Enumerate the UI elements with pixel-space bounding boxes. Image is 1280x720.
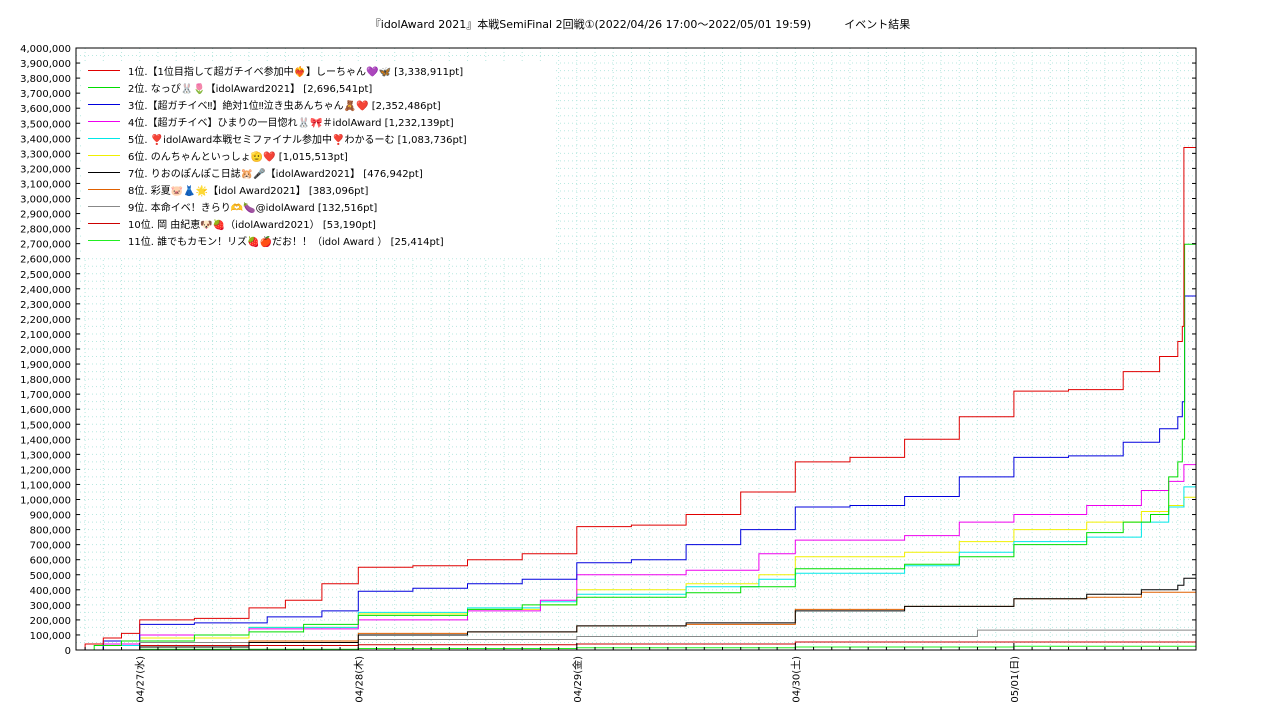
y-tick-label: 2,300,000 (20, 300, 71, 311)
y-tick-label: 2,600,000 (20, 255, 71, 266)
y-tick-label: 2,900,000 (20, 210, 71, 221)
y-tick-label: 2,700,000 (20, 240, 71, 251)
legend-swatch (88, 189, 120, 190)
y-tick-label: 1,000,000 (20, 496, 71, 507)
x-tick-label: 04/27(水) (135, 656, 147, 703)
y-tick-label: 900,000 (30, 511, 71, 522)
legend-label: 11位. 誰でもカモン！リズ🍓🍎だお！！（idol Award ） [25,41… (128, 237, 444, 248)
legend-item: 5位. ❣️idolAward本戦セミファイナル参加中❣️わかるーむ [1,08… (84, 130, 554, 147)
series-line (76, 464, 1196, 651)
legend-swatch (88, 240, 120, 241)
y-tick-label: 1,300,000 (20, 450, 71, 461)
x-axis: 04/27(水) 04/28(木) 04/29(金) 04/30(土) 05/01(日) (84, 643, 1179, 703)
legend-label: 6位. のんちゃんといっしょ🫡❤️ [1,015,513pt] (128, 152, 348, 163)
legend-item: 9位. 本命イベ！きらり🫶🍆@idolAward [132,516pt] (84, 198, 554, 215)
legend-label: 1位.【1位目指して超ガチイベ参加中❤️‍🔥】しーちゃん💜🦋 [3,338,91… (128, 67, 464, 78)
legend-label: 7位. りおのぽんぽこ日誌🐹🎤【idolAward2021】 [476,942p… (128, 169, 423, 180)
y-tick-label: 2,000,000 (20, 345, 71, 356)
y-tick-label: 2,800,000 (20, 225, 71, 236)
series-line (76, 147, 1196, 651)
y-axis: 0 100,000 200,000 300,000 400,000 500,000 600,… (20, 44, 1196, 657)
legend-swatch (88, 70, 120, 71)
y-tick-label: 1,100,000 (20, 480, 71, 491)
y-tick-label: 3,300,000 (20, 149, 71, 160)
y-tick-label: 3,400,000 (20, 134, 71, 145)
x-tick-label: 04/30(土) (789, 656, 802, 703)
y-tick-label: 400,000 (30, 586, 71, 597)
y-tick-label: 1,900,000 (20, 360, 71, 371)
grid (76, 48, 1196, 650)
y-tick-label: 200,000 (30, 616, 71, 627)
y-tick-label: 3,600,000 (20, 104, 71, 115)
series-line (76, 295, 1196, 651)
series-line (76, 243, 1196, 651)
legend-item: 3位.【超ガチイベ‼︎】絶対1位‼︎泣き虫あんちゃん🧸❤️ [2,352,486… (84, 96, 554, 113)
legend-swatch (88, 87, 120, 88)
legend-swatch (88, 155, 120, 156)
y-tick-label: 3,500,000 (20, 119, 71, 130)
chart-title: 『idolAward 2021』本戦SemiFinal 2回戦①(2022/04… (369, 18, 911, 31)
y-tick-label: 800,000 (30, 526, 71, 537)
x-tick-label: 05/01(日) (1010, 656, 1021, 703)
y-tick-label: 0 (65, 646, 71, 657)
y-tick-label: 2,400,000 (20, 285, 71, 296)
y-tick-label: 1,200,000 (20, 465, 71, 476)
legend-item: 2位. なっぴ🐰🌷【idolAward2021】 [2,696,541pt] (84, 79, 554, 96)
y-tick-label: 1,800,000 (20, 375, 71, 386)
y-tick-label: 3,100,000 (20, 179, 71, 190)
legend-label: 5位. ❣️idolAward本戦セミファイナル参加中❣️わかるーむ [1,08… (128, 135, 467, 146)
legend-item: 8位. 彩夏🐷👗🌟【idol Award2021】 [383,096pt] (84, 181, 554, 198)
y-tick-label: 3,000,000 (20, 195, 71, 206)
y-tick-label: 700,000 (30, 541, 71, 552)
legend-swatch (88, 104, 120, 105)
y-tick-label: 600,000 (30, 556, 71, 567)
y-tick-label: 1,600,000 (20, 405, 71, 416)
legend-swatch (88, 121, 120, 122)
y-tick-label: 1,700,000 (20, 390, 71, 401)
legend-label: 8位. 彩夏🐷👗🌟【idol Award2021】 [383,096pt] (128, 186, 369, 197)
y-tick-label: 2,500,000 (20, 270, 71, 281)
x-tick-label: 04/28(木) (353, 656, 365, 703)
legend-item: 7位. りおのぽんぽこ日誌🐹🎤【idolAward2021】 [476,942p… (84, 164, 554, 181)
series-line (76, 577, 1196, 651)
y-tick-label: 3,700,000 (20, 89, 71, 100)
y-tick-label: 3,900,000 (20, 59, 71, 70)
y-tick-label: 3,200,000 (20, 164, 71, 175)
y-tick-label: 100,000 (30, 631, 71, 642)
y-tick-label: 1,400,000 (20, 435, 71, 446)
legend-item: 1位.【1位目指して超ガチイベ参加中❤️‍🔥】しーちゃん💜🦋 [3,338,91… (84, 62, 554, 79)
y-tick-label: 3,800,000 (20, 74, 71, 85)
legend-item: 4位.【超ガチイベ】ひまりの一目惚れ🐰🎀＃idolAward [1,232,13… (84, 113, 554, 130)
legend-label: 3位.【超ガチイベ‼︎】絶対1位‼︎泣き虫あんちゃん🧸❤️ [2,352,486… (128, 101, 441, 112)
legend-item: 11位. 誰でもカモン！リズ🍓🍎だお！！（idol Award ） [25,41… (84, 232, 554, 249)
legend-item: 10位. 岡 由紀恵🐶🍓（idolAward2021） [53,190pt] (84, 215, 554, 232)
legend-label: 10位. 岡 由紀恵🐶🍓（idolAward2021） [53,190pt] (128, 220, 376, 231)
legend-swatch (88, 223, 120, 224)
y-tick-label: 1,500,000 (20, 420, 71, 431)
legend-label: 9位. 本命イベ！きらり🫶🍆@idolAward [132,516pt] (128, 203, 378, 214)
y-tick-label: 2,200,000 (20, 315, 71, 326)
y-tick-label: 2,100,000 (20, 330, 71, 341)
legend-swatch (88, 172, 120, 173)
y-tick-label: 500,000 (30, 571, 71, 582)
series-lines (76, 147, 1196, 651)
legend-swatch (88, 206, 120, 207)
legend-item: 6位. のんちゃんといっしょ🫡❤️ [1,015,513pt] (84, 147, 554, 164)
legend-label: 2位. なっぴ🐰🌷【idolAward2021】 [2,696,541pt] (128, 84, 373, 95)
legend: 1位.【1位目指して超ガチイベ参加中❤️‍🔥】しーちゃん💜🦋 [3,338,91… (84, 62, 554, 258)
y-tick-label: 300,000 (30, 601, 71, 612)
y-tick-label: 4,000,000 (20, 44, 71, 55)
legend-swatch (88, 138, 120, 139)
legend-label: 4位.【超ガチイベ】ひまりの一目惚れ🐰🎀＃idolAward [1,232,13… (128, 118, 454, 129)
x-tick-label: 04/29(金) (571, 656, 584, 703)
